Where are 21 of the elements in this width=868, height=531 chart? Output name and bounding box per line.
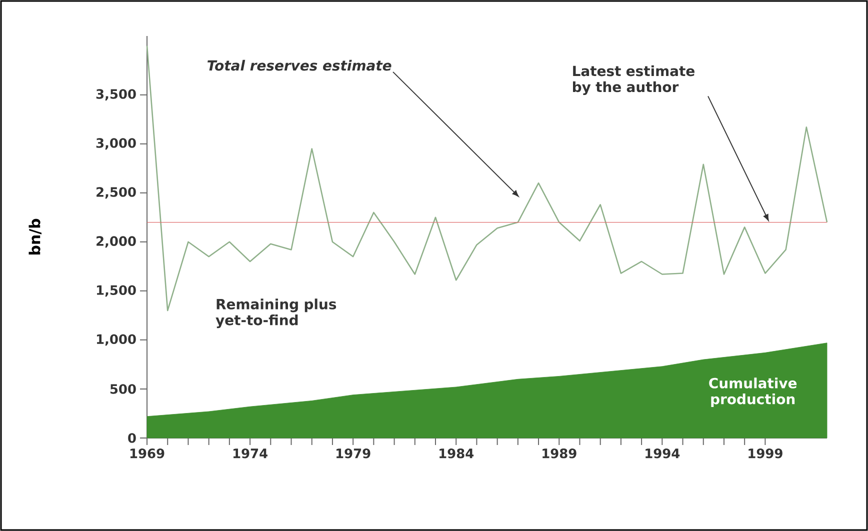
annotation: Latest estimate by the author	[573, 65, 694, 95]
x-tick-label: 1989	[542, 448, 576, 458]
annotation: Total reserves estimate	[208, 60, 392, 71]
x-tick-label: 1994	[646, 448, 680, 458]
series-label: Cumulative production	[709, 378, 797, 408]
y-tick-label: 1,000	[96, 334, 136, 346]
y-tick-label: 3,000	[96, 138, 136, 150]
x-tick-label: 1979	[336, 448, 370, 458]
x-tick-label: 1999	[748, 448, 782, 458]
line-series	[146, 45, 828, 312]
x-tick-label: 1974	[233, 448, 268, 458]
y-tick-label: 500	[110, 384, 136, 394]
y-tick-label: 2,000	[96, 236, 136, 248]
annotation: Remaining plus yet-to-find	[216, 298, 336, 328]
x-tick-label: 1984	[440, 448, 474, 458]
y-tick-label: 0	[128, 433, 136, 443]
x-tick-label: 1969	[130, 448, 164, 458]
y-tick-label: 3,500	[96, 89, 136, 101]
y-axis-title: bn/b	[28, 218, 42, 254]
y-tick-label: 2,500	[96, 187, 136, 199]
y-tick-label: 1,500	[96, 285, 136, 297]
